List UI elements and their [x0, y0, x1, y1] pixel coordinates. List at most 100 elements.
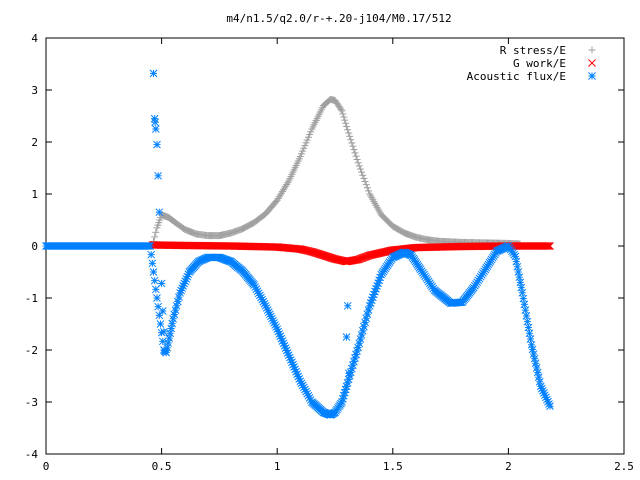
data-point	[355, 162, 363, 170]
data-point	[347, 136, 355, 144]
data-point	[164, 339, 173, 347]
data-point	[362, 181, 370, 189]
data-point	[343, 301, 352, 310]
legend-label: R stress/E	[500, 44, 566, 57]
data-point	[529, 350, 538, 358]
y-tick-label: 0	[31, 240, 38, 253]
legend-label: Acoustic flux/E	[467, 70, 566, 83]
data-point	[338, 107, 346, 115]
data-point	[342, 119, 350, 127]
y-tick-label: 1	[31, 188, 38, 201]
data-point	[151, 285, 160, 294]
data-point	[153, 140, 161, 149]
y-tick-label: -4	[25, 448, 39, 461]
data-point	[169, 314, 178, 323]
data-point	[545, 242, 553, 250]
data-point	[365, 187, 373, 195]
data-point	[151, 125, 160, 133]
data-point	[171, 306, 180, 314]
data-point	[344, 126, 352, 134]
y-tick-label: -2	[25, 344, 38, 357]
data-point	[546, 402, 554, 411]
data-point	[146, 242, 154, 250]
data-point	[153, 294, 161, 302]
data-point	[167, 324, 176, 333]
data-point	[147, 250, 156, 259]
x-tick-label: 2	[505, 460, 512, 473]
data-point	[337, 105, 345, 113]
data-point	[342, 333, 351, 341]
data-point	[165, 334, 174, 342]
data-point	[532, 364, 541, 372]
data-point	[149, 268, 158, 276]
y-tick-label: -3	[25, 396, 38, 409]
data-point	[534, 373, 543, 382]
data-point	[148, 259, 157, 268]
data-point	[525, 329, 534, 338]
data-point	[158, 337, 167, 346]
data-point	[356, 165, 364, 173]
data-point	[160, 327, 168, 336]
series-3	[149, 69, 353, 378]
data-point	[168, 319, 177, 328]
series-2	[42, 242, 554, 419]
legend-marker	[588, 72, 596, 80]
data-point	[166, 329, 175, 338]
data-point	[349, 142, 357, 150]
x-tick-label: 1	[274, 460, 281, 473]
data-point	[346, 132, 354, 140]
data-point	[543, 242, 552, 250]
axis-ticks: 0 0.5 1 1.5 2 2.5 -4 -3 -2 -1 0 1 2 3 4	[25, 32, 634, 473]
data-point	[150, 276, 159, 285]
data-point	[527, 340, 536, 349]
legend-marker	[588, 46, 596, 54]
legend-marker	[588, 59, 596, 67]
data-point	[151, 118, 159, 127]
data-point	[528, 345, 537, 354]
data-point	[359, 171, 367, 179]
x-tick-label: 2.5	[614, 460, 634, 473]
data-point	[361, 178, 369, 186]
data-point	[163, 343, 172, 352]
data-point	[162, 348, 171, 357]
data-point	[155, 311, 164, 320]
chart-title: m4/n1.5/q2.0/r-+.20-j104/M0.17/512	[226, 12, 451, 25]
data-point	[155, 208, 164, 217]
data-point	[354, 159, 362, 167]
data-point	[170, 310, 179, 319]
data-point	[339, 110, 347, 118]
data-point	[542, 242, 551, 250]
data-point	[351, 149, 359, 157]
data-point	[154, 171, 162, 180]
data-point	[348, 139, 356, 147]
data-point	[352, 152, 360, 160]
x-tick-label: 0	[43, 460, 50, 473]
data-point	[350, 146, 358, 154]
legend-label: G work/E	[513, 57, 566, 70]
data-point	[530, 354, 539, 363]
data-point	[284, 179, 292, 187]
x-tick-label: 0.5	[152, 460, 172, 473]
data-point	[363, 184, 371, 192]
series-layer	[42, 69, 554, 419]
y-tick-label: 3	[31, 84, 38, 97]
data-point	[343, 122, 351, 130]
data-point	[358, 168, 366, 176]
data-point	[535, 377, 544, 386]
data-point	[157, 279, 166, 288]
data-point	[152, 228, 160, 236]
data-point	[345, 369, 353, 378]
y-tick-label: 2	[31, 136, 38, 149]
data-point	[173, 297, 182, 306]
data-point	[345, 129, 353, 137]
data-point	[151, 233, 159, 241]
data-point	[518, 288, 527, 297]
y-tick-label: -1	[25, 292, 38, 305]
data-point	[175, 293, 183, 301]
data-point	[546, 242, 554, 250]
data-point	[158, 307, 167, 315]
data-point	[341, 116, 349, 124]
